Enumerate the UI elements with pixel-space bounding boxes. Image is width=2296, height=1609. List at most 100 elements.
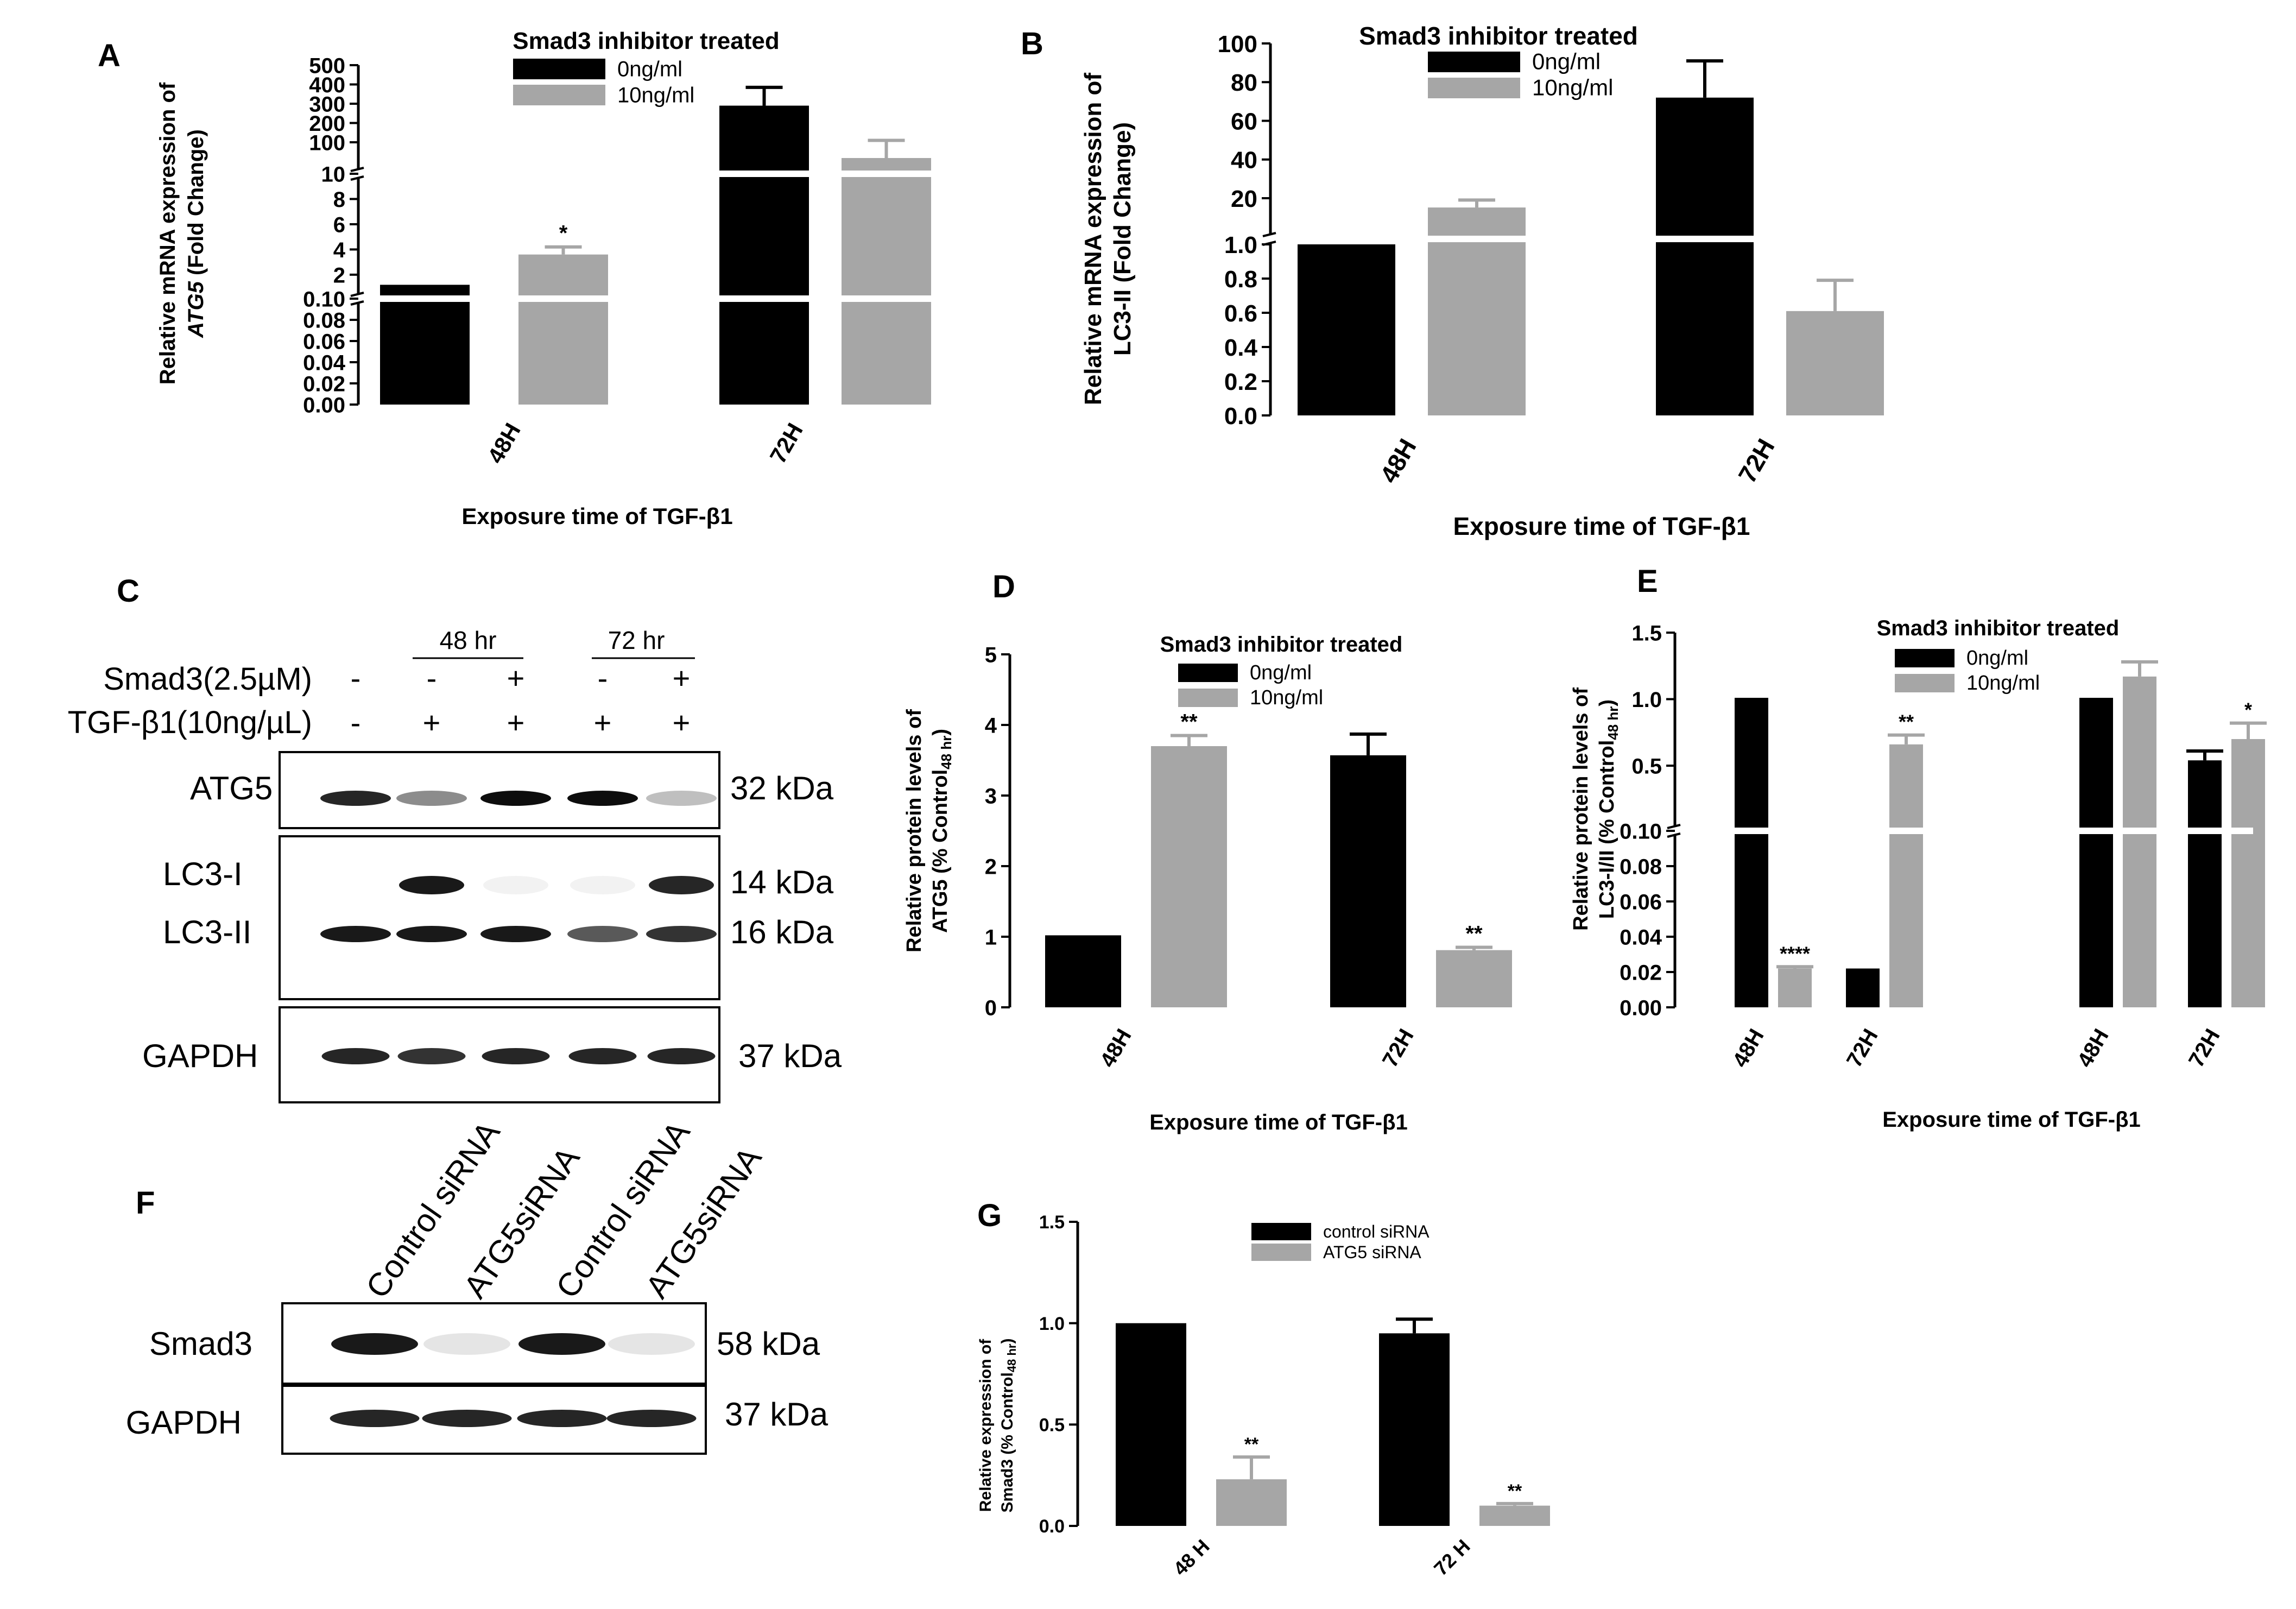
legend-label-b-0: 0ng/ml bbox=[1532, 48, 1601, 74]
bar-g-48h-atg5 bbox=[1216, 1479, 1287, 1526]
y-tick-label-a: 6 bbox=[333, 213, 345, 237]
significance-a-48h-10ng: * bbox=[559, 222, 568, 245]
atg5-blot-frame bbox=[279, 751, 720, 829]
band-smad3-lane-1 bbox=[331, 1333, 418, 1355]
y-axis-label-a-unit: (Fold Change) bbox=[184, 129, 208, 281]
smad3-sign-lane-5: + bbox=[673, 661, 691, 695]
axis-break-gap-e-0 bbox=[1680, 828, 2253, 834]
y-tick-label-e: 1.0 bbox=[1631, 688, 1662, 712]
band-atg5-lane-1 bbox=[320, 791, 391, 806]
y-tick-label-a: 0.00 bbox=[303, 393, 345, 417]
bar-a-48h-10ng bbox=[518, 254, 608, 405]
bar-a-72h-0ng bbox=[719, 105, 809, 405]
tgf-sign-lane-2: + bbox=[423, 705, 441, 740]
bars-e: ******* bbox=[1680, 660, 2267, 1007]
axis-break-mark-a-0-upper bbox=[350, 292, 364, 297]
legend-label-d-1: 10ng/ml bbox=[1250, 686, 1323, 709]
bar-d-48h-10ng bbox=[1151, 746, 1227, 1007]
band-label-atg5: ATG5 bbox=[190, 770, 273, 806]
y-tick-label-g: 0.0 bbox=[1039, 1516, 1065, 1537]
y-tick-label-d: 1 bbox=[985, 925, 997, 949]
axis-break-gap-a-1 bbox=[364, 171, 956, 177]
band-atg5-lane-5 bbox=[646, 791, 717, 806]
band-label-smad3: Smad3 bbox=[149, 1326, 252, 1362]
legend-title-d: Smad3 inhibitor treated bbox=[1160, 633, 1403, 657]
y-tick-label-a: 0.04 bbox=[303, 351, 346, 375]
axis-break-mark-e-0-upper bbox=[1667, 824, 1681, 829]
band-gapdh-f-lane-1 bbox=[330, 1410, 420, 1427]
kda-label-14: 14 kDa bbox=[730, 864, 834, 900]
bar-e-g3-0ng bbox=[2188, 760, 2222, 1007]
axis-break-mark-e-0-lower bbox=[1667, 832, 1681, 838]
bars-g: ** ** bbox=[1116, 1317, 1550, 1526]
y-tick-label-g: 0.5 bbox=[1039, 1415, 1065, 1436]
x-axis-label-d: Exposure time of TGF-β1 bbox=[1149, 1110, 1408, 1134]
significance-e-g3-10ng: * bbox=[2244, 699, 2252, 721]
smad3-sign-lane-4: - bbox=[598, 661, 608, 695]
y-axis-label-e-end: ) bbox=[1596, 699, 1618, 706]
bar-d-72h-10ng bbox=[1436, 950, 1512, 1007]
y-tick-label-d: 0 bbox=[985, 996, 997, 1020]
band-lc3-ii-lane-5 bbox=[646, 926, 717, 942]
kda-label-32: 32 kDa bbox=[730, 770, 834, 806]
y-axis-label-e-sub: 48 hr bbox=[1605, 706, 1621, 740]
band-lc3-i-lane-4 bbox=[570, 876, 635, 894]
y-tick-label-e: 0.10 bbox=[1620, 819, 1662, 843]
y-tick-label-a: 200 bbox=[309, 112, 345, 136]
band-lc3-ii-lane-2 bbox=[396, 926, 467, 942]
legend-label-g-1: ATG5 siRNA bbox=[1323, 1242, 1421, 1262]
x-axis-label-a: Exposure time of TGF-β1 bbox=[461, 503, 732, 529]
y-axis-label-g-line1: Relative expression of bbox=[977, 1339, 995, 1512]
y-axis-label-b: Relative mRNA expression of LC3-II (Fold… bbox=[1080, 73, 1136, 405]
y-tick-label-b: 40 bbox=[1231, 147, 1257, 174]
y-axis-label-a: Relative mRNA expression of ATG5 (Fold C… bbox=[156, 82, 208, 384]
y-tick-label-g: 1.5 bbox=[1039, 1212, 1065, 1233]
bar-e-g0-0ng bbox=[1735, 698, 1768, 1007]
axis-break-mark-a-0-lower bbox=[350, 300, 364, 306]
band-smad3-lane-4 bbox=[608, 1333, 695, 1355]
tgf-treatment-label: TGF-β1(10ng/µL) bbox=[68, 705, 312, 740]
band-label-lc3-ii: LC3-II bbox=[163, 914, 251, 950]
y-axis-label-e-line1: Relative protein levels of bbox=[1570, 687, 1592, 931]
y-axis-label-a-gene: ATG5 bbox=[184, 281, 208, 338]
axis-break-gap-b-0 bbox=[1276, 236, 1889, 242]
kda-label-37-f: 37 kDa bbox=[725, 1396, 828, 1433]
y-axis-label-e-main: LC3-I/II (% Control bbox=[1596, 740, 1618, 919]
y-tick-label-e: 0.06 bbox=[1620, 890, 1662, 914]
bars-b bbox=[1276, 59, 1889, 415]
y-axis-label-a-line2: ATG5 (Fold Change) bbox=[184, 129, 208, 338]
band-lc3-ii-lane-1 bbox=[320, 926, 391, 942]
significance-g-72h-atg5: ** bbox=[1508, 1481, 1522, 1501]
band-lc3-i-lane-5 bbox=[649, 876, 714, 894]
legend-swatch-b-0 bbox=[1428, 52, 1520, 72]
band-label-gapdh-c: GAPDH bbox=[142, 1038, 258, 1074]
legend-swatch-e-0 bbox=[1895, 649, 1955, 667]
band-gapdh-f-lane-2 bbox=[422, 1410, 512, 1427]
y-axis-label-d-end: ) bbox=[929, 729, 952, 736]
band-lc3-i-lane-2 bbox=[399, 876, 464, 894]
y-tick-label-b: 0.0 bbox=[1224, 403, 1257, 430]
y-tick-label-b: 100 bbox=[1218, 31, 1257, 58]
legend-label-a-0: 0ng/ml bbox=[617, 57, 682, 81]
y-tick-label-d: 4 bbox=[985, 714, 997, 737]
y-tick-label-d: 2 bbox=[985, 855, 997, 879]
y-tick-label-a: 2 bbox=[333, 263, 345, 287]
y-axis-label-g-sub: 48 hr bbox=[1005, 1343, 1019, 1372]
y-tick-label-a: 10 bbox=[321, 162, 346, 186]
panel-letter-b: B bbox=[1021, 26, 1043, 61]
band-gapdh-c-lane-4 bbox=[568, 1048, 637, 1064]
x-axis-label-b: Exposure time of TGF-β1 bbox=[1453, 512, 1750, 540]
y-axis-label-g-line2: Smad3 (% Control48 hr) bbox=[998, 1339, 1019, 1513]
axis-break-mark-a-1-lower bbox=[350, 175, 364, 181]
panel-letter-g: G bbox=[977, 1198, 1002, 1233]
legend-swatch-b-1 bbox=[1428, 78, 1520, 98]
legend-swatch-a-1 bbox=[513, 85, 605, 105]
bar-d-72h-0ng bbox=[1330, 755, 1406, 1007]
y-axis-label-a-line1: Relative mRNA expression of bbox=[156, 82, 180, 384]
bar-a-48h-0ng bbox=[380, 285, 470, 405]
kda-label-58: 58 kDa bbox=[717, 1326, 820, 1362]
bar-a-72h-10ng bbox=[842, 158, 931, 405]
y-tick-label-a: 500 bbox=[309, 54, 345, 78]
y-tick-label-b: 0.4 bbox=[1224, 335, 1258, 361]
